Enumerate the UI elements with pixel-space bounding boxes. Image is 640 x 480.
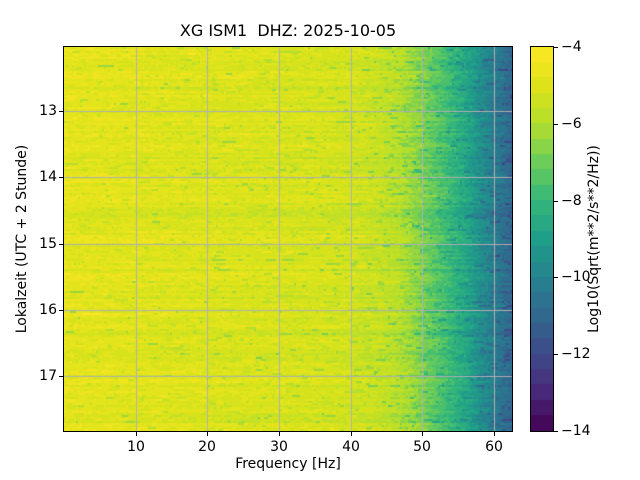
colorbar-tick-label--8: −8 <box>561 193 582 209</box>
y-tick-label-14: 14 <box>39 169 57 185</box>
colorbar-tick-label--12: −12 <box>561 346 591 362</box>
colorbar-tick-mark--10 <box>554 277 558 278</box>
x-tick-label-60: 60 <box>485 439 503 455</box>
x-tick-label-30: 30 <box>270 439 288 455</box>
y-tick-mark-15 <box>59 244 63 245</box>
x-tick-mark-20 <box>207 432 208 436</box>
colorbar-tick-label--10: −10 <box>561 269 591 285</box>
x-tick-mark-50 <box>422 432 423 436</box>
colorbar-tick-mark--6 <box>554 124 558 125</box>
x-tick-label-50: 50 <box>413 439 431 455</box>
x-tick-mark-60 <box>494 432 495 436</box>
y-tick-mark-14 <box>59 177 63 178</box>
x-tick-label-10: 10 <box>127 439 145 455</box>
y-tick-mark-16 <box>59 310 63 311</box>
colorbar-tick-mark--12 <box>554 354 558 355</box>
colorbar-tick-mark--4 <box>554 47 558 48</box>
y-tick-mark-17 <box>59 376 63 377</box>
colorbar-label: Log10(Sqrt(m**2/s**2/Hz)) <box>586 145 602 333</box>
x-tick-mark-30 <box>279 432 280 436</box>
y-tick-label-15: 15 <box>39 236 57 252</box>
colorbar-canvas <box>530 46 554 432</box>
y-tick-label-16: 16 <box>39 302 57 318</box>
plot-title: XG ISM1 DHZ: 2025-10-05 <box>179 21 397 40</box>
y-tick-label-17: 17 <box>39 368 57 384</box>
x-tick-label-20: 20 <box>198 439 216 455</box>
colorbar-tick-label--6: −6 <box>561 116 582 132</box>
x-tick-label-40: 40 <box>342 439 360 455</box>
y-tick-mark-13 <box>59 111 63 112</box>
y-tick-label-13: 13 <box>39 103 57 119</box>
colorbar-tick-label--14: −14 <box>561 423 591 439</box>
spectrogram-heatmap-canvas <box>63 46 513 432</box>
colorbar-tick-mark--8 <box>554 201 558 202</box>
colorbar-tick-mark--14 <box>554 431 558 432</box>
x-tick-mark-10 <box>136 432 137 436</box>
x-tick-mark-40 <box>351 432 352 436</box>
x-axis-label: Frequency [Hz] <box>235 456 341 472</box>
colorbar-tick-label--4: −4 <box>561 39 582 55</box>
